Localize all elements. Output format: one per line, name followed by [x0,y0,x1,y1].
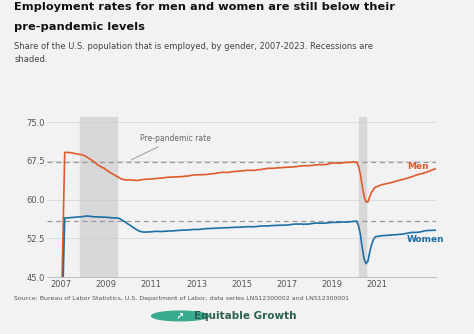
Text: Men: Men [407,162,428,171]
Text: ↗: ↗ [176,311,184,321]
Text: Women: Women [407,235,444,244]
Circle shape [152,311,209,321]
Bar [80,117,118,277]
Text: Share of the U.S. population that is employed, by gender, 2007-2023. Recessions : Share of the U.S. population that is emp… [14,42,373,51]
Bar [358,117,366,277]
Text: Source: Bureau of Labor Statistics, U.S. Department of Labor, data series LNS123: Source: Bureau of Labor Statistics, U.S.… [14,296,349,301]
Text: pre-pandemic levels: pre-pandemic levels [14,22,145,32]
Text: Employment rates for men and women are still below their: Employment rates for men and women are s… [14,2,395,12]
Text: Pre-pandemic rate: Pre-pandemic rate [131,134,211,160]
Text: shaded.: shaded. [14,55,48,64]
Text: Equitable Growth: Equitable Growth [194,311,297,321]
